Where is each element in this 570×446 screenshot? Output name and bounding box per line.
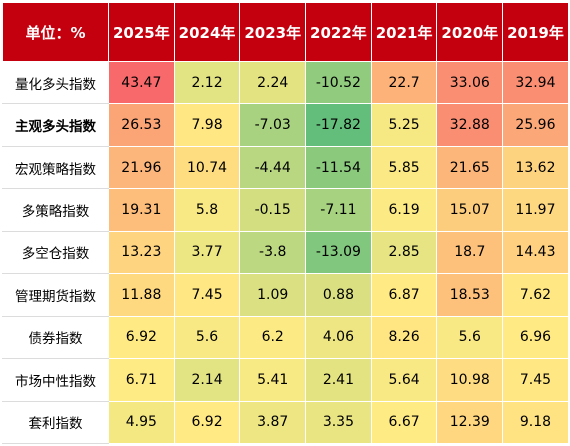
column-header: 2020年	[436, 2, 504, 62]
heatmap-cell: 32.88	[436, 103, 504, 147]
heatmap-cell: 1.09	[239, 273, 307, 317]
heatmap-cell: -0.15	[239, 188, 307, 232]
heatmap-cell: 7.98	[173, 103, 241, 147]
heatmap-cell: 32.94	[502, 60, 569, 105]
column-header: 2019年	[502, 2, 569, 62]
heatmap-cell: 3.87	[239, 400, 307, 444]
heatmap-cell: 21.96	[108, 145, 175, 190]
heatmap-cell: -7.03	[239, 103, 307, 147]
heatmap-cell: -10.52	[305, 60, 372, 105]
table-row: 量化多头指数 43.47 2.12 2.24 -10.52 22.7 33.06 32.94	[2, 60, 569, 105]
heatmap-cell: 11.88	[108, 273, 175, 317]
header-row: 单位：% 2025年 2024年 2023年 2022年 2021年 2020年 2019年	[2, 2, 569, 62]
heatmap-cell: 18.53	[436, 273, 504, 317]
heatmap-cell: 10.74	[173, 145, 241, 190]
heatmap-cell: 3.77	[173, 230, 241, 275]
row-label: 多策略指数	[2, 188, 109, 232]
heatmap-cell: 2.12	[173, 60, 241, 105]
heatmap-cell: 25.96	[502, 103, 569, 147]
table-row: 债券指数 6.92 5.6 6.2 4.06 8.26 5.6 6.96	[2, 315, 569, 360]
heatmap-cell: 4.06	[305, 315, 372, 360]
heatmap-cell: 33.06	[436, 60, 504, 105]
heatmap-cell: -11.54	[305, 145, 372, 190]
column-header: 2025年	[108, 2, 175, 62]
heatmap-cell: 2.41	[305, 358, 372, 402]
heatmap-cell: 2.85	[370, 230, 438, 275]
heatmap-cell: 6.71	[108, 358, 175, 402]
row-label: 市场中性指数	[2, 358, 109, 402]
heatmap-cell: 5.8	[173, 188, 241, 232]
heatmap-cell: 7.45	[173, 273, 241, 317]
table-row: 多空仓指数 13.23 3.77 -3.8 -13.09 2.85 18.7 14.43	[2, 230, 569, 275]
table-row: 主观多头指数 26.53 7.98 -7.03 -17.82 5.25 32.88 25.96	[2, 103, 569, 147]
heatmap-cell: 7.62	[502, 273, 569, 317]
heatmap-cell: 10.98	[436, 358, 504, 402]
heatmap-cell: 3.35	[305, 400, 372, 444]
heatmap-cell: 5.6	[436, 315, 504, 360]
table-header: 单位：% 2025年 2024年 2023年 2022年 2021年 2020年 2019年	[2, 2, 569, 62]
heatmap-cell: 43.47	[108, 60, 175, 105]
heatmap-cell: 26.53	[108, 103, 175, 147]
heatmap-cell: 6.87	[370, 273, 438, 317]
table-body: 量化多头指数 43.47 2.12 2.24 -10.52 22.7 33.06 32.94 主…	[2, 60, 569, 444]
heatmap-cell: 12.39	[436, 400, 504, 444]
row-label: 债券指数	[2, 315, 109, 360]
heatmap-cell: 2.14	[173, 358, 241, 402]
heatmap-cell: -3.8	[239, 230, 307, 275]
heatmap-cell: 11.97	[502, 188, 569, 232]
heatmap-cell: 5.64	[370, 358, 438, 402]
row-label: 主观多头指数	[2, 103, 109, 147]
heatmap-cell: -17.82	[305, 103, 372, 147]
column-header: 2024年	[173, 2, 241, 62]
heatmap-cell: 19.31	[108, 188, 175, 232]
heatmap-cell: 13.62	[502, 145, 569, 190]
column-header: 2021年	[370, 2, 438, 62]
heatmap-cell: 6.67	[370, 400, 438, 444]
row-label: 量化多头指数	[2, 60, 109, 105]
heatmap-cell: 22.7	[370, 60, 438, 105]
table-row: 套利指数 4.95 6.92 3.87 3.35 6.67 12.39 9.18	[2, 400, 569, 444]
heatmap-cell: 2.24	[239, 60, 307, 105]
heatmap-cell: 18.7	[436, 230, 504, 275]
heatmap-cell: -13.09	[305, 230, 372, 275]
heatmap-cell: 8.26	[370, 315, 438, 360]
row-label: 多空仓指数	[2, 230, 109, 275]
table-row: 市场中性指数 6.71 2.14 5.41 2.41 5.64 10.98 7.45	[2, 358, 569, 402]
table-row: 管理期货指数 11.88 7.45 1.09 0.88 6.87 18.53 7.62	[2, 273, 569, 317]
heatmap-cell: 6.92	[173, 400, 241, 444]
heatmap-cell: 5.25	[370, 103, 438, 147]
heatmap-cell: 5.41	[239, 358, 307, 402]
heatmap-cell: 6.19	[370, 188, 438, 232]
row-label: 套利指数	[2, 400, 109, 444]
heatmap-cell: 4.95	[108, 400, 175, 444]
heatmap-cell: 9.18	[502, 400, 569, 444]
table-row: 宏观策略指数 21.96 10.74 -4.44 -11.54 5.85 21.65 13.6…	[2, 145, 569, 190]
heatmap-cell: 5.6	[173, 315, 241, 360]
heatmap-cell: 13.23	[108, 230, 175, 275]
heatmap-cell: 0.88	[305, 273, 372, 317]
heatmap-cell: 5.85	[370, 145, 438, 190]
column-header: 2022年	[305, 2, 372, 62]
heatmap-cell: 6.92	[108, 315, 175, 360]
heatmap-cell: 14.43	[502, 230, 569, 275]
heatmap-cell: 15.07	[436, 188, 504, 232]
heatmap-cell: 6.96	[502, 315, 569, 360]
heatmap-cell: -4.44	[239, 145, 307, 190]
heatmap-cell: 6.2	[239, 315, 307, 360]
heatmap-cell: 7.45	[502, 358, 569, 402]
row-label: 管理期货指数	[2, 273, 109, 317]
column-header: 2023年	[239, 2, 307, 62]
row-label: 宏观策略指数	[2, 145, 109, 190]
heatmap-cell: -7.11	[305, 188, 372, 232]
heatmap-cell: 21.65	[436, 145, 504, 190]
table-row: 多策略指数 19.31 5.8 -0.15 -7.11 6.19 15.07 11.97	[2, 188, 569, 232]
corner-label: 单位：%	[2, 2, 109, 62]
